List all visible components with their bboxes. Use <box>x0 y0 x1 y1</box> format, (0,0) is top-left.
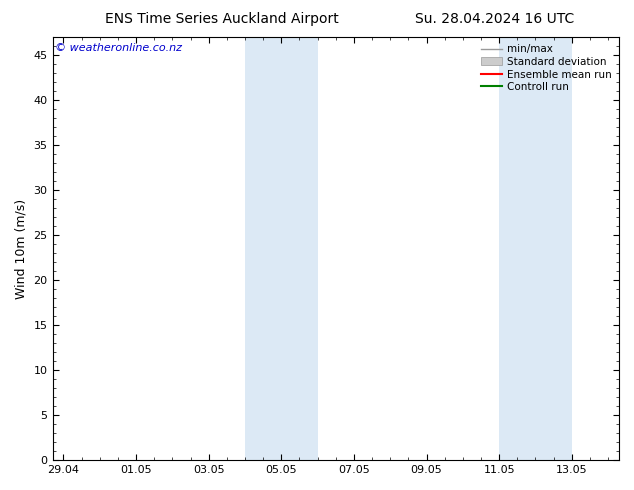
Bar <box>499 37 572 460</box>
Y-axis label: Wind 10m (m/s): Wind 10m (m/s) <box>15 198 28 299</box>
Bar <box>245 37 318 460</box>
Text: Su. 28.04.2024 16 UTC: Su. 28.04.2024 16 UTC <box>415 12 574 26</box>
Text: ENS Time Series Auckland Airport: ENS Time Series Auckland Airport <box>105 12 339 26</box>
Text: © weatheronline.co.nz: © weatheronline.co.nz <box>55 44 183 53</box>
Legend: min/max, Standard deviation, Ensemble mean run, Controll run: min/max, Standard deviation, Ensemble me… <box>479 42 614 94</box>
